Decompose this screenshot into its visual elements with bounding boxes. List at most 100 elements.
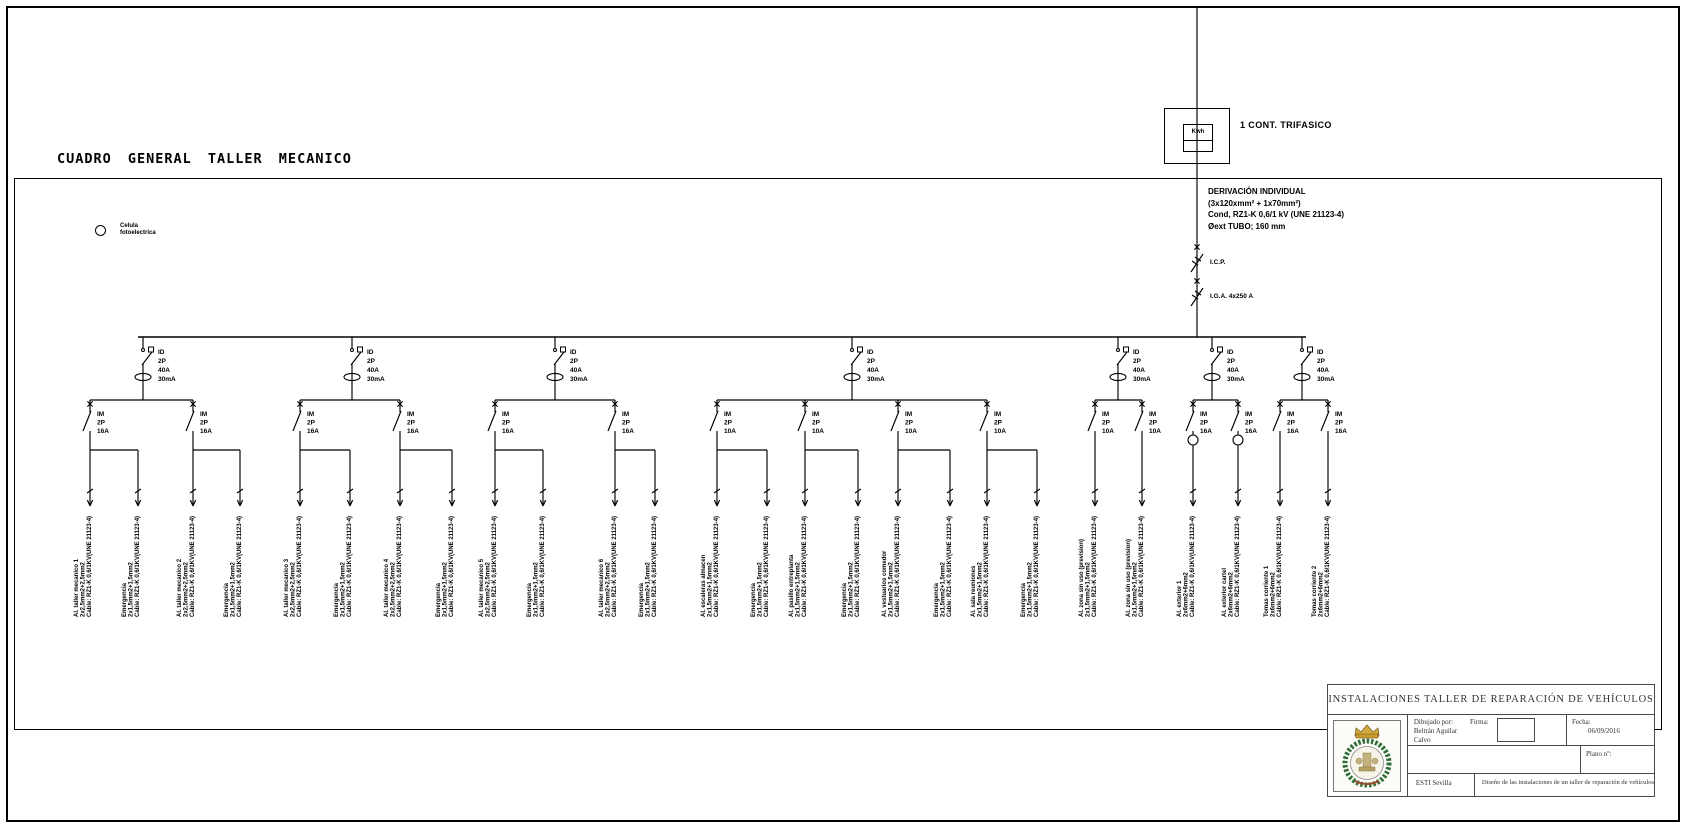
breaker-label: IM: [307, 411, 314, 418]
circuit-label: Al. taller mecanico 6: [599, 558, 605, 617]
circuit-label: 2x1,5mm2+1,5mm2: [796, 561, 802, 617]
project-description: Diseño de las instalaciones de un taller…: [1473, 774, 1654, 796]
page-title: CUADRO GENERAL TALLER MECANICO: [57, 151, 352, 167]
circuit-label: Cable: RZ1-K 0,6/1KV(UNE 21123-4): [347, 516, 353, 617]
circuit-label: Al. taller mecanico 4: [384, 558, 390, 617]
circuit-label: Emergencia: [639, 582, 645, 617]
rcd-label: 40A: [1133, 367, 1145, 374]
circuit-label: Al. zona sin uso (prevision): [1126, 539, 1132, 617]
signature-cell: Firma:: [1466, 715, 1566, 745]
breaker-label: IM: [994, 411, 1001, 418]
rcd-label: 2P: [867, 358, 876, 365]
breaker-rating: 10A: [724, 428, 736, 435]
icp-label: I.C.P.: [1210, 259, 1226, 266]
circuit-label: Cable: RZ1-K 0,6/1KV(UNE 21123-4): [714, 516, 720, 617]
breaker-label: IM: [724, 411, 731, 418]
meter-register-box: [1183, 140, 1213, 152]
circuit-label: Al. escaleras almacen: [701, 554, 707, 617]
circuit-label: Cable: RZ1-K 0,6/1KV(UNE 21123-4): [135, 516, 141, 617]
circuit-label: 2x1,5mm2+1,5mm2: [231, 561, 237, 617]
circuit-label: Emergencia: [527, 582, 533, 617]
breaker-rating: 16A: [200, 428, 212, 435]
circuit-label: Cable: RZ1-K 0,6/1KV(UNE 21123-4): [449, 516, 455, 617]
circuit-label: 2x6mm2+6mm2: [1271, 571, 1277, 617]
iga-label: I.G.A. 4x250 A: [1210, 293, 1253, 300]
rcd-label: 40A: [1317, 367, 1329, 374]
organization-cell: ESTI Sevilla: [1415, 779, 1452, 787]
circuit-label: Cable: RZ1-K 0,6/1KV(UNE 21123-4): [1092, 516, 1098, 617]
breaker-rating: 16A: [502, 428, 514, 435]
breaker-label: 2P: [1335, 420, 1344, 427]
circuit-label: Al. taller mecanico 1: [74, 558, 80, 617]
circuit-label: 2x1,5mm2+1,5mm2: [534, 561, 540, 617]
circuit-label: 2x6mm2+6mm2: [1319, 571, 1325, 617]
rcd-label: 40A: [1227, 367, 1239, 374]
rcd-label: 2P: [1227, 358, 1236, 365]
circuit-label: 2x2,5mm2+2,5mm2: [184, 561, 190, 617]
rcd-label: ID: [1133, 349, 1140, 356]
circuit-label: Al. taller mecanico 5: [479, 558, 485, 617]
circuit-label: Emergencia: [224, 582, 230, 617]
circuit-label: 2x1,5mm2+1,5mm2: [341, 561, 347, 617]
schematic-border: [14, 178, 1662, 730]
rcd-label: 40A: [867, 367, 879, 374]
breaker-label: 2P: [622, 420, 631, 427]
circuit-label: 2x2,5mm2+2,5mm2: [486, 561, 492, 617]
plan-number-cell: Plano nº:: [1580, 746, 1654, 773]
breaker-label: IM: [1200, 411, 1207, 418]
circuit-label: Cable: RZ1-K 0,6/1KV(UNE 21123-4): [190, 516, 196, 617]
breaker-label: 2P: [1200, 420, 1209, 427]
circuit-label: 2x1,5mm2+1,5mm2: [708, 561, 714, 617]
circuit-label: Cable: RZ1-K 0,6/1KV(UNE 21123-4): [652, 516, 658, 617]
breaker-rating: 16A: [1335, 428, 1347, 435]
circuit-label: Al. pasillo entreplanta: [789, 554, 795, 617]
circuit-label: Emergencia: [1021, 582, 1027, 617]
circuit-label: Al. taller mecanico 2: [177, 558, 183, 617]
page-border: [6, 6, 1680, 822]
signature-box: [1496, 718, 1535, 742]
rcd-label: 2P: [158, 358, 167, 365]
circuit-label: 2x1,5mm2+1,5mm2: [758, 561, 764, 617]
circuit-label: Cable: RZ1-K 0,6/1KV(UNE 21123-4): [984, 516, 990, 617]
circuit-label: Tomas corriente 1: [1264, 565, 1270, 617]
circuit-label: Al. taller mecanico 3: [284, 558, 290, 617]
breaker-label: IM: [812, 411, 819, 418]
breaker-label: IM: [622, 411, 629, 418]
breaker-label: 2P: [994, 420, 1003, 427]
breaker-rating: 16A: [1287, 428, 1299, 435]
rcd-label: 30mA: [867, 376, 885, 383]
crest-cell: [1328, 715, 1408, 796]
circuit-label: 2x1,5mm2+1,5mm2: [978, 561, 984, 617]
circuit-label: Cable: RZ1-K 0,6/1KV(UNE 21123-4): [397, 516, 403, 617]
rcd-label: 40A: [367, 367, 379, 374]
circuit-label: Cable: RZ1-K 0,6/1KV(UNE 21123-4): [87, 516, 93, 617]
breaker-label: 2P: [724, 420, 733, 427]
circuit-label: Tomas corriente 2: [1312, 565, 1318, 617]
circuit-label: Cable: RZ1-K 0,6/1KV(UNE 21123-4): [947, 516, 953, 617]
circuit-label: 2x1,5mm2+1,5mm2: [646, 561, 652, 617]
legend-label: Celula fotoelectrica: [120, 223, 156, 236]
circuit-label: 2x1,5mm2+1,5mm2: [443, 561, 449, 617]
circuit-label: Cable: RZ1-K 0,6/1KV(UNE 21123-4): [1190, 516, 1196, 617]
breaker-label: IM: [200, 411, 207, 418]
circuit-label: Al. exterior 1: [1177, 580, 1183, 617]
circuit-label: Al. zona sin uso (prevision): [1079, 539, 1085, 617]
circuit-label: 2x1,5mm2+1,5mm2: [1086, 561, 1092, 617]
date-cell: Fecha: 06/09/2016: [1566, 715, 1654, 745]
photocell-icon: [1187, 434, 1199, 446]
circuit-label: 2x6mm2+6mm2: [1229, 571, 1235, 617]
breaker-rating: 10A: [994, 428, 1006, 435]
circuit-label: 2x1,5mm2+1,5mm2: [129, 561, 135, 617]
circuit-label: Emergencia: [842, 582, 848, 617]
breaker-label: IM: [905, 411, 912, 418]
circuit-label: Cable: RZ1-K 0,6/1KV(UNE 21123-4): [297, 516, 303, 617]
breaker-label: IM: [97, 411, 104, 418]
breaker-label: 2P: [200, 420, 209, 427]
breaker-rating: 10A: [1149, 428, 1161, 435]
breaker-label: 2P: [1245, 420, 1254, 427]
